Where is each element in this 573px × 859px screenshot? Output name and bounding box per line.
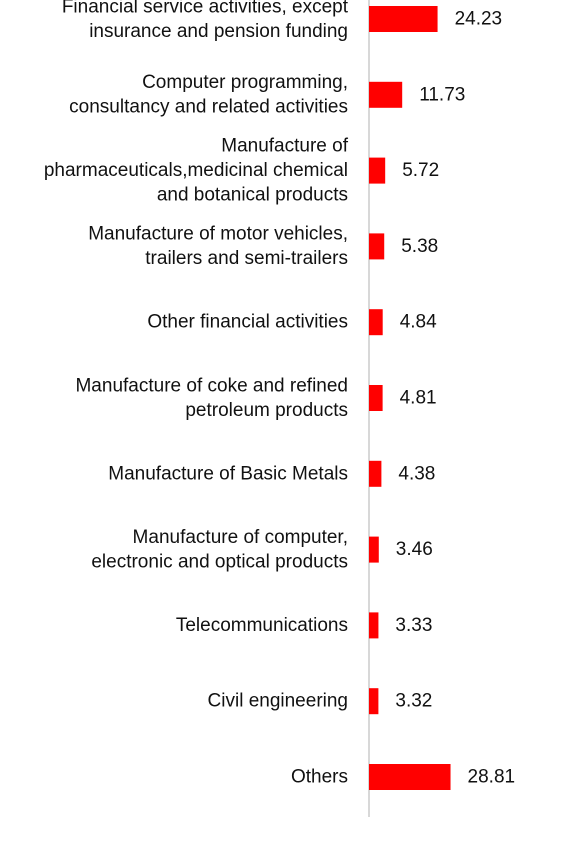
category-label-line: Manufacture of coke and refined <box>75 375 348 396</box>
value-label: 3.33 <box>395 615 432 636</box>
category-labels-group: Financial service activities, except insu… <box>44 0 349 788</box>
bar <box>369 157 386 184</box>
category-label: Manufacture of motor vehicles, trailers a… <box>88 224 348 270</box>
value-label: 3.46 <box>396 539 433 560</box>
category-label-line: and botanical products <box>157 185 348 206</box>
category-label: Other financial activities <box>147 312 348 333</box>
value-label: 5.72 <box>402 160 439 181</box>
category-label-line: petroleum products <box>185 400 348 421</box>
category-label: Civil engineering <box>208 691 348 712</box>
category-label-line: Manufacture of <box>221 136 348 157</box>
bar <box>369 385 383 411</box>
category-label: Others <box>291 767 348 788</box>
bars-group <box>369 6 451 790</box>
category-label: Manufacture of Basic Metals <box>108 463 348 484</box>
bar <box>369 6 438 32</box>
category-label-line: Financial service activities, except <box>62 0 349 17</box>
value-labels-group: 24.23 11.73 5.72 5.38 4.84 4.81 4.38 3.46 3.33 3.… <box>395 9 515 788</box>
category-label-line: insurance and pension funding <box>89 21 348 42</box>
value-label: 11.73 <box>419 84 465 105</box>
category-label: Manufacture of computer, electronic and o… <box>91 527 348 573</box>
value-label: 4.84 <box>400 312 437 333</box>
bar <box>369 764 451 790</box>
value-label: 4.38 <box>398 463 435 484</box>
category-label-line: Others <box>291 767 348 788</box>
category-label: Manufacture of coke and refined petroleum… <box>75 375 348 421</box>
value-label: 4.81 <box>400 388 437 409</box>
bar <box>369 536 379 563</box>
category-label-line: consultancy and related activities <box>69 97 348 118</box>
value-label: 5.38 <box>401 236 438 257</box>
category-label-line: pharmaceuticals,medicinal chemical <box>44 160 348 181</box>
category-label: Telecommunications <box>176 615 348 636</box>
category-label-line: Telecommunications <box>176 615 348 636</box>
category-label-line: Computer programming, <box>142 72 348 93</box>
value-label: 3.32 <box>395 691 432 712</box>
value-label: 24.23 <box>455 9 503 30</box>
category-label-line: Civil engineering <box>208 691 348 712</box>
category-label: Manufacture of pharmaceuticals,medicinal … <box>44 136 349 206</box>
category-label-line: Manufacture of computer, <box>133 527 348 548</box>
category-label: Computer programming, consultancy and rel… <box>69 72 348 118</box>
category-label-line: Other financial activities <box>147 312 348 333</box>
bar <box>369 688 379 715</box>
value-label: 28.81 <box>468 767 516 788</box>
category-label-line: Manufacture of motor vehicles, <box>88 224 348 245</box>
category-label: Financial service activities, except insu… <box>62 0 349 42</box>
category-label-line: electronic and optical products <box>91 551 348 572</box>
category-label-line: Manufacture of Basic Metals <box>108 463 348 484</box>
category-label-line: trailers and semi-trailers <box>145 248 348 269</box>
bar <box>369 612 379 639</box>
bar <box>369 81 403 108</box>
bar <box>369 309 383 336</box>
bar <box>369 460 382 487</box>
bar <box>369 233 385 260</box>
